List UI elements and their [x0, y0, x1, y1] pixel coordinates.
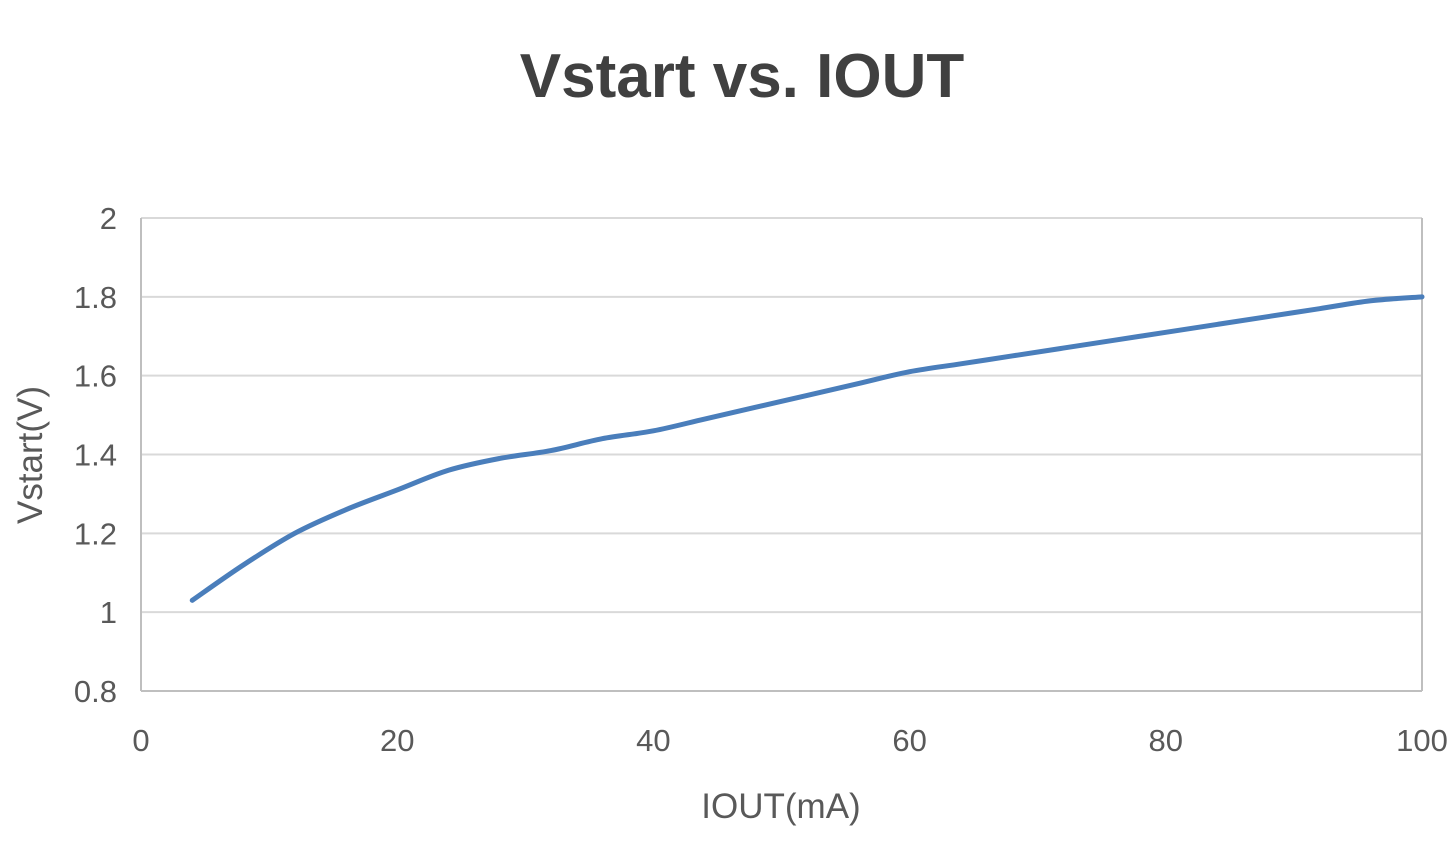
series-line	[189, 294, 1425, 603]
chart-title: Vstart vs. IOUT	[520, 42, 965, 111]
y-axis-title: Vstart(V)	[11, 386, 50, 524]
x-tick-label: 100	[1396, 723, 1448, 758]
x-tick-label: 40	[636, 723, 670, 758]
x-axis-title: IOUT(mA)	[701, 787, 860, 826]
gridlines	[141, 217, 1422, 614]
y-tick-label: 1.6	[74, 359, 117, 394]
y-tick-label: 1.8	[74, 280, 117, 315]
y-tick-label: 0.8	[74, 674, 117, 709]
x-tick-label: 20	[380, 723, 414, 758]
y-tick-label: 1.2	[74, 516, 117, 551]
y-tick-label: 1	[100, 595, 117, 630]
x-tick-label: 0	[132, 723, 149, 758]
x-tick-label: 60	[892, 723, 926, 758]
y-tick-label: 1.4	[74, 438, 117, 473]
series-layer	[189, 294, 1425, 603]
tick-labels: 0.811.21.41.61.820 20 40 60 80 100	[74, 201, 1448, 758]
x-tick-label: 80	[1149, 723, 1183, 758]
y-tick-label: 2	[100, 201, 117, 236]
